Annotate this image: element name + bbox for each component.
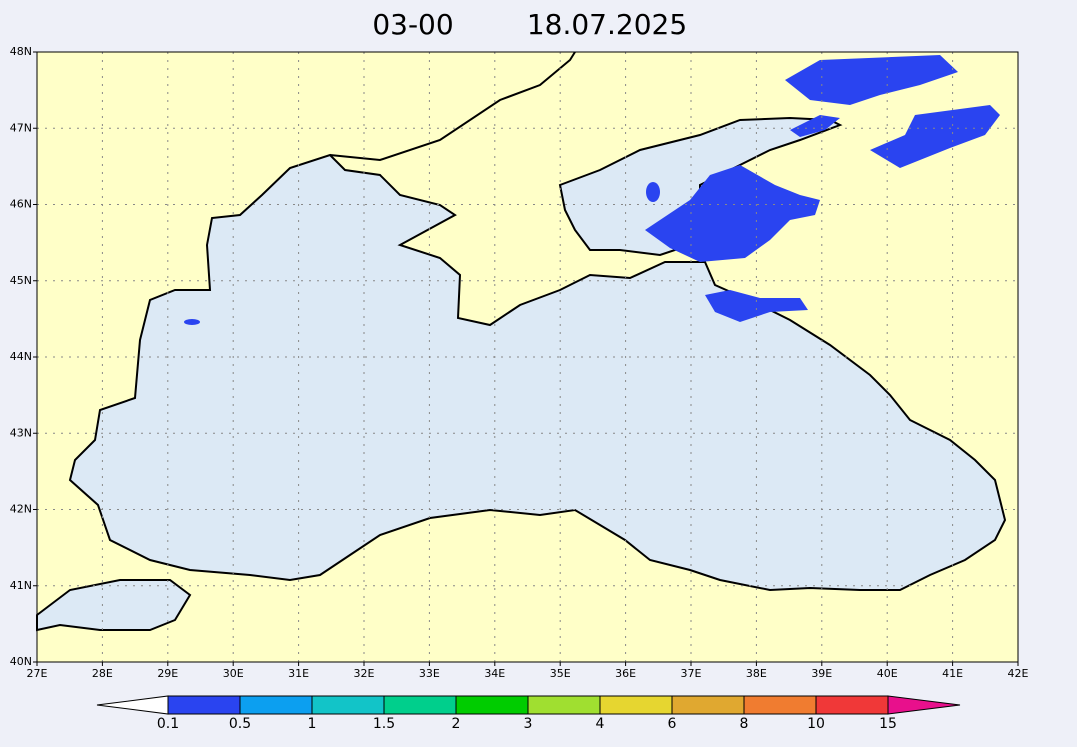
legend-label: 0.1 (157, 716, 179, 732)
legend-label: 4 (596, 716, 605, 732)
lon-label: 40E (877, 667, 898, 680)
lat-label: 46N (10, 198, 32, 211)
lat-label: 40N (10, 655, 32, 668)
lon-label: 29E (157, 667, 178, 680)
legend-box (239, 695, 313, 715)
legend-label: 6 (668, 716, 677, 732)
lon-label: 33E (419, 667, 440, 680)
marmara-sea (36, 579, 192, 632)
precip-area (870, 105, 1000, 168)
legend-label: 1.5 (373, 716, 395, 732)
legend-box (167, 695, 241, 715)
grid (37, 52, 1018, 662)
lon-label: 35E (550, 667, 571, 680)
coast-north (329, 51, 576, 162)
precip-area (790, 115, 840, 137)
title-date: 18.07.2025 (527, 8, 687, 41)
lat-label: 43N (10, 426, 32, 439)
lon-label: 28E (92, 667, 113, 680)
precip-area (785, 55, 958, 105)
lon-label: 36E (615, 667, 636, 680)
legend-box (455, 695, 529, 715)
lon-label: 41E (942, 667, 963, 680)
legend-label: 15 (879, 716, 897, 732)
lon-label: 27E (27, 667, 48, 680)
lat-label: 42N (10, 503, 32, 516)
legend-label: 1 (308, 716, 317, 732)
legend-label: 8 (740, 716, 749, 732)
lon-label: 37E (681, 667, 702, 680)
map (36, 51, 1019, 663)
legend-arrow-high (887, 695, 961, 715)
lon-label: 30E (223, 667, 244, 680)
lon-label: 34E (484, 667, 505, 680)
legend-box (815, 695, 889, 715)
legend-label: 2 (452, 716, 461, 732)
legend-box (527, 695, 601, 715)
lat-label: 48N (10, 45, 32, 58)
legend-box (311, 695, 385, 715)
legend-arrow-low (96, 695, 169, 715)
lon-label: 31E (288, 667, 309, 680)
title-time: 03-00 (372, 8, 453, 41)
precip-area (645, 165, 820, 262)
legend-box (743, 695, 817, 715)
lat-label: 41N (10, 579, 32, 592)
azov-sea (558, 116, 843, 257)
legend-box (383, 695, 457, 715)
legend-label: 3 (524, 716, 533, 732)
lon-label: 38E (746, 667, 767, 680)
legend-label: 0.5 (229, 716, 251, 732)
black-sea (68, 153, 1007, 592)
legend-box (599, 695, 673, 715)
lon-label: 42E (1008, 667, 1029, 680)
lat-label: 44N (10, 350, 32, 363)
legend-box (671, 695, 745, 715)
lon-label: 32E (354, 667, 375, 680)
lat-label: 45N (10, 274, 32, 287)
legend-label: 10 (807, 716, 825, 732)
precip-area (705, 290, 808, 322)
precip-area (646, 182, 660, 202)
legend: 0.1 0.5 1 1.5 2 3 4 6 8 10 15 (96, 695, 961, 732)
precip-areas (184, 55, 1000, 325)
lat-label: 47N (10, 121, 32, 134)
precip-area (184, 319, 200, 325)
lon-label: 39E (811, 667, 832, 680)
